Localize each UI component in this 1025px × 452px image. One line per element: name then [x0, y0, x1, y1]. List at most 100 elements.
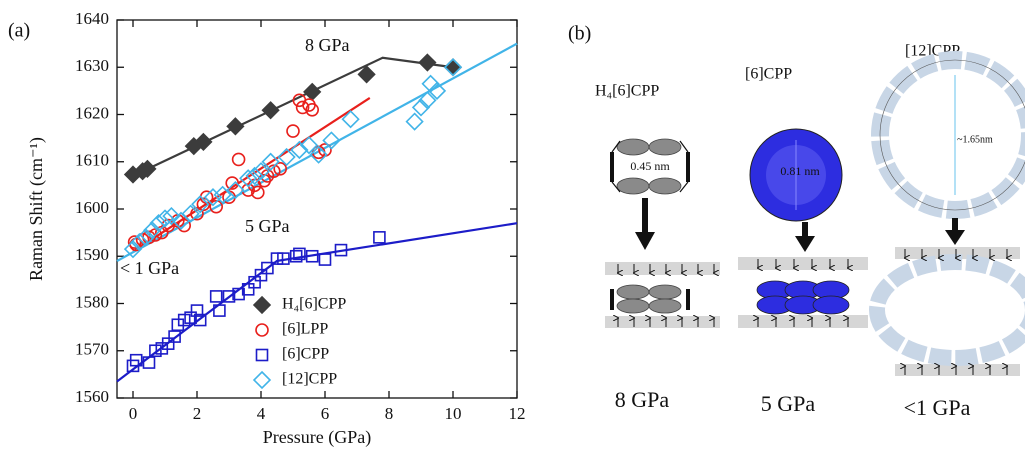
point [261, 152, 280, 171]
pressure-label: 8 GPa [615, 387, 670, 412]
point [293, 247, 306, 261]
point [322, 131, 341, 150]
molecule-squeezed [756, 280, 850, 315]
fit-line [132, 97, 371, 253]
point [225, 176, 239, 190]
point [305, 249, 319, 263]
point [277, 147, 296, 167]
point [209, 290, 223, 303]
y-tick-label: 1580 [75, 292, 109, 311]
plate [605, 262, 720, 275]
point [196, 197, 211, 212]
point [270, 252, 284, 265]
point [190, 206, 204, 221]
point [266, 164, 281, 178]
panel-b: (b) H₄[6]CPP [6]CPP [12]CPP 0.45 nm 0.81… [568, 23, 1025, 420]
size-label: ~1.65nm [957, 134, 993, 145]
point [226, 117, 245, 136]
point [161, 337, 175, 350]
point [341, 110, 360, 129]
point [318, 253, 332, 266]
annotation: 5 GPa [245, 216, 290, 236]
point [305, 102, 320, 117]
point [222, 290, 236, 303]
point [199, 190, 214, 204]
point [357, 65, 376, 84]
point [194, 132, 213, 152]
molecule-squeezed [610, 284, 690, 314]
panel-label: (a) [8, 20, 30, 42]
point [309, 145, 328, 164]
point [261, 261, 274, 275]
point [209, 199, 223, 214]
size-label: 0.45 nm [630, 159, 670, 173]
point [191, 195, 210, 214]
point [127, 235, 142, 249]
point [155, 209, 175, 228]
point [226, 180, 245, 200]
point [181, 204, 200, 223]
point [289, 249, 303, 263]
point [299, 136, 319, 155]
y-tick-label: 1640 [75, 9, 109, 28]
point [135, 232, 150, 247]
molecule-squeezed [869, 254, 1025, 366]
fit-line [116, 42, 518, 262]
legend-marker [255, 348, 269, 362]
point [418, 91, 437, 110]
point [286, 124, 300, 138]
x-axis-title: Pressure (GPa) [263, 427, 371, 448]
point [190, 304, 204, 317]
plate [605, 316, 720, 328]
point [138, 159, 157, 178]
arrow-head [945, 230, 965, 245]
point [203, 188, 223, 207]
point [373, 231, 386, 244]
point [427, 81, 447, 101]
pressure-label: <1 GPa [904, 395, 971, 420]
point [143, 221, 162, 240]
annotation: 8 GPa [305, 35, 350, 55]
x-tick-label: 0 [129, 404, 138, 423]
point [142, 356, 156, 369]
point [184, 311, 197, 324]
x-tick-label: 10 [445, 404, 462, 423]
x-tick-label: 8 [385, 404, 394, 423]
point [213, 185, 232, 204]
point [241, 283, 255, 296]
y-tick-label: 1610 [75, 151, 109, 170]
molecule-12cpp [871, 51, 1025, 219]
point [213, 304, 226, 317]
point [251, 162, 271, 181]
legend-label: [12]CPP [282, 371, 337, 388]
point [418, 53, 437, 72]
y-tick-label: 1630 [75, 56, 109, 75]
y-axis-title: Raman Shift (cm⁻¹) [26, 137, 47, 281]
point [239, 169, 258, 188]
panel-label: (b) [568, 23, 591, 45]
point [250, 185, 265, 200]
point [162, 206, 181, 226]
point [149, 344, 162, 358]
legend-marker [252, 370, 272, 390]
x-tick-label: 12 [509, 404, 526, 423]
point [303, 82, 322, 101]
point [136, 228, 155, 247]
point [254, 268, 268, 282]
legend-marker [255, 323, 269, 337]
point [405, 112, 424, 131]
point [295, 100, 310, 115]
point [231, 152, 246, 167]
y-tick-label: 1590 [75, 245, 109, 264]
point [443, 58, 463, 77]
legend-label: [6]LPP [282, 321, 328, 338]
x-tick-label: 2 [193, 404, 202, 423]
x-tick-label: 6 [321, 404, 330, 423]
pressure-arrows [618, 249, 1007, 375]
point [290, 140, 309, 160]
plate [738, 257, 868, 270]
point [177, 313, 191, 327]
point [261, 101, 280, 120]
annotation: < 1 GPa [120, 258, 179, 278]
